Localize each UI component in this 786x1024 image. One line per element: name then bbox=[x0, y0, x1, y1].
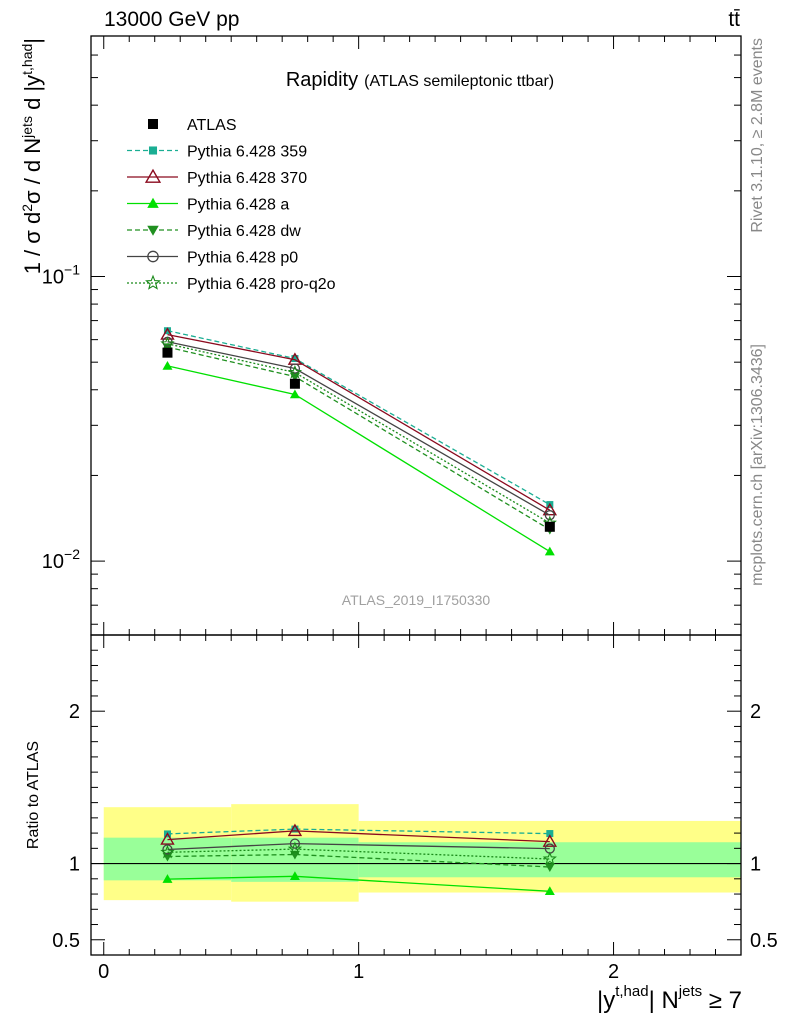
ratio-point-5 bbox=[160, 844, 175, 859]
ratio-point-0 bbox=[291, 825, 299, 833]
rivet-version-label: Rivet 3.1.10, ≥ 2.8M events bbox=[749, 38, 766, 233]
series-point-5 bbox=[160, 336, 175, 350]
ratio-line-5 bbox=[167, 848, 550, 860]
process-label: tt̄ bbox=[728, 8, 740, 31]
series-line-3 bbox=[167, 346, 551, 531]
legend-marker-5 bbox=[145, 274, 161, 290]
legend-label-4: Pythia 6.428 p0 bbox=[187, 250, 298, 267]
ratio-point-1 bbox=[160, 832, 175, 845]
series-line-0 bbox=[167, 330, 551, 506]
series-point-2 bbox=[289, 389, 300, 399]
data-point bbox=[544, 521, 555, 532]
mcplots-label: mcplots.cern.ch [arXiv:1306.3436] bbox=[749, 344, 766, 586]
legend-marker-1 bbox=[144, 168, 162, 183]
ratio-point-2 bbox=[289, 871, 300, 881]
ratio-y-tick-label: 2 bbox=[750, 701, 761, 723]
ratio-point-4 bbox=[289, 838, 301, 849]
data-point bbox=[162, 347, 173, 358]
series-point-0 bbox=[163, 327, 171, 335]
ratio-y-tick-label: 1 bbox=[69, 854, 80, 876]
ratio-y-tick-label: 2 bbox=[69, 701, 80, 723]
legend-label-5: Pythia 6.428 pro-q2o bbox=[187, 276, 336, 293]
ratio-point-1 bbox=[287, 823, 303, 837]
ratio-line-1 bbox=[167, 830, 550, 843]
x-tick-label: 2 bbox=[608, 961, 619, 983]
collision-label: 13000 GeV pp bbox=[104, 8, 239, 31]
legend-marker-0 bbox=[148, 146, 158, 155]
legend-label-3: Pythia 6.428 dw bbox=[187, 223, 301, 240]
main-y-tick-label: 10−2 bbox=[42, 546, 80, 573]
legend-label-data: ATLAS bbox=[187, 117, 237, 134]
series-line-4 bbox=[167, 341, 551, 516]
data-point bbox=[289, 378, 300, 389]
series-line-2 bbox=[167, 365, 551, 553]
series-point-2 bbox=[162, 360, 173, 370]
series-point-2 bbox=[544, 546, 555, 556]
series-point-4 bbox=[544, 510, 555, 521]
series-point-0 bbox=[291, 355, 299, 363]
ratio-y-axis-label: Ratio to ATLAS bbox=[25, 741, 42, 849]
legend-marker-4 bbox=[147, 250, 159, 263]
ratio-point-5 bbox=[287, 841, 303, 856]
series-line-1 bbox=[167, 333, 551, 511]
ratio-y-tick-label: 0.5 bbox=[52, 930, 80, 952]
ratio-point-2 bbox=[162, 874, 173, 883]
ratio-point-0 bbox=[546, 830, 554, 838]
ratio-point-3 bbox=[544, 863, 555, 873]
analysis-watermark: ATLAS_2019_I1750330 bbox=[342, 592, 491, 608]
x-tick-label: 1 bbox=[353, 961, 364, 983]
legend-marker-data bbox=[148, 119, 158, 129]
series-point-4 bbox=[289, 363, 301, 374]
legend-marker-2 bbox=[147, 197, 159, 208]
ratio-y-tick-label: 1 bbox=[750, 854, 761, 876]
ratio-point-2 bbox=[544, 886, 555, 896]
chart-title: Rapidity (ATLAS semileptonic ttbar) bbox=[286, 69, 554, 91]
legend-label-2: Pythia 6.428 a bbox=[187, 197, 289, 214]
ratio-plot-frame bbox=[90, 634, 742, 956]
legend-marker-3 bbox=[147, 225, 159, 236]
main-y-axis-label: 1 / σ d2σ / d Njets d |yt,had| bbox=[19, 38, 45, 274]
ratio-y-tick-label: 0.5 bbox=[750, 930, 778, 952]
ratio-point-1 bbox=[542, 834, 558, 847]
legend-label-0: Pythia 6.428 359 bbox=[187, 144, 307, 161]
ratio-line-0 bbox=[167, 828, 550, 835]
main-y-tick-label: 10−1 bbox=[42, 262, 80, 289]
x-axis-label: |yt,had| Njets ≥ 7 bbox=[597, 983, 742, 1014]
legend-label-1: Pythia 6.428 370 bbox=[187, 170, 307, 187]
x-tick-label: 0 bbox=[98, 961, 109, 983]
ratio-line-3 bbox=[167, 853, 550, 868]
series-point-5 bbox=[287, 364, 303, 379]
ratio-point-5 bbox=[542, 851, 557, 866]
